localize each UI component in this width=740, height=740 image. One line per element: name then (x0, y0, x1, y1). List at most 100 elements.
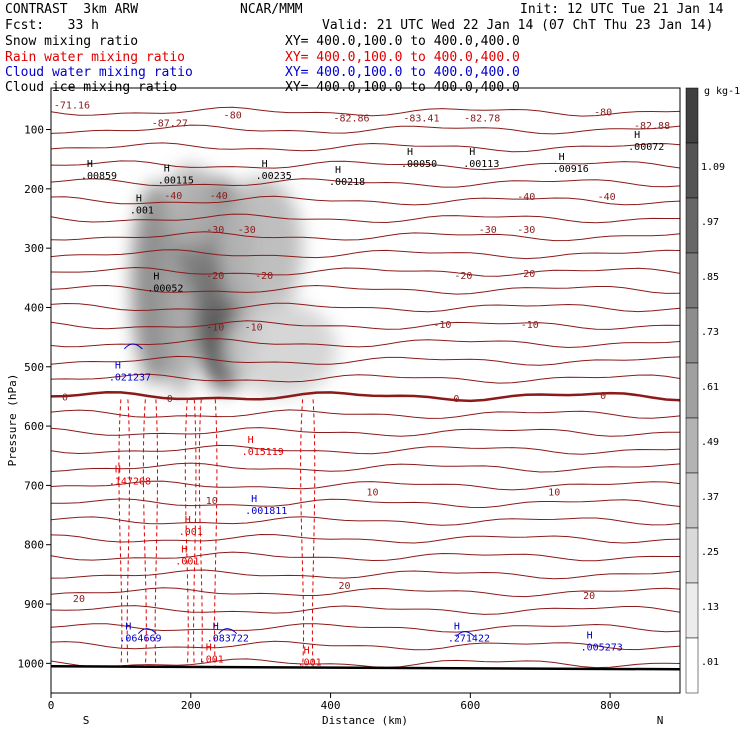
rain-contour-2 (184, 399, 197, 667)
colorbar-swatch (685, 527, 699, 584)
temperature-contour-22 (51, 498, 680, 509)
max-value-label: .021237 (109, 373, 151, 384)
field-cloudwater-xy: XY= 400.0,100.0 to 400.0,400.0 (285, 65, 520, 80)
max-value-label: .001 (130, 205, 154, 216)
y-tick-label: 500 (24, 361, 44, 374)
snow-cell-5 (162, 165, 219, 249)
temperature-contour-28 (51, 605, 680, 615)
forecast-hour: Fcst: 33 h (5, 18, 99, 33)
temp-contour-label: -80 (224, 111, 242, 122)
colorbar-label: .85 (701, 272, 719, 283)
colorbar-label: .61 (701, 382, 719, 393)
temperature-contour-14 (51, 355, 680, 366)
temp-contour-label: 10 (206, 496, 218, 507)
rain-contour-0 (118, 399, 131, 667)
rain-contour-3 (198, 399, 218, 667)
max-marker-h: H (407, 147, 413, 158)
max-value-label: .001811 (245, 506, 287, 517)
max-value-label: .00916 (553, 164, 589, 175)
init-time: Init: 12 UTC Tue 21 Jan 14 (520, 2, 724, 17)
max-marker-h: H (248, 435, 254, 446)
max-value-label: .015119 (242, 447, 284, 458)
temp-contour-label: -10 (433, 320, 451, 331)
temperature-contour-8 (51, 249, 680, 260)
max-marker-h: H (136, 193, 142, 204)
colorbar-swatch (685, 307, 699, 364)
colorbar-label: .49 (701, 437, 719, 448)
temp-contour-label: -82.88 (634, 121, 670, 132)
cloudwater-contour-3 (137, 628, 157, 635)
y-axis-title: Pressure (hPa) (6, 374, 19, 467)
temp-contour-label: 20 (583, 591, 595, 602)
temp-contour-label: -20 (517, 269, 535, 280)
temperature-contour-10 (51, 284, 680, 295)
y-tick-label: 400 (24, 301, 44, 314)
max-marker-h: H (454, 622, 460, 633)
plot-frame (50, 87, 681, 694)
y-tick-label: 300 (24, 242, 44, 255)
temp-contour-label: -71.16 (54, 101, 90, 112)
colorbar-swatch (685, 417, 699, 474)
max-value-label: .001 (179, 527, 203, 538)
temp-contour-label: -10 (245, 322, 263, 333)
colorbar-swatch (685, 472, 699, 529)
max-value-label: .00113 (463, 159, 499, 170)
colorbar-label: .97 (701, 217, 719, 228)
temp-contour-label: -10 (521, 320, 539, 331)
temperature-contour-13 (51, 338, 680, 349)
temperature-contour-27 (51, 587, 680, 598)
temp-contour-label: -10 (206, 322, 224, 333)
temp-contour-label: -40 (164, 191, 182, 202)
max-value-label: .064669 (119, 634, 161, 645)
temp-contour-label: 0 (62, 392, 68, 403)
temperature-contour-1 (51, 124, 680, 135)
temperature-contour-4 (51, 178, 680, 188)
max-marker-h: H (335, 165, 341, 176)
colorbar-swatch (685, 252, 699, 309)
max-value-label: .001 (175, 557, 199, 568)
temperature-contour-7 (51, 231, 680, 242)
colorbar-swatch (685, 87, 699, 144)
x-axis-title: Distance (km) (322, 714, 408, 727)
y-tick-label: 900 (24, 598, 44, 611)
temperature-contour-25 (51, 551, 680, 562)
temperature-contour-5 (51, 195, 680, 206)
max-value-label: .147208 (109, 476, 151, 487)
rain-contour-1 (142, 399, 159, 667)
y-tick-label: 1000 (18, 657, 45, 670)
temp-contour-label: -83.41 (403, 114, 439, 125)
colorbar-label: .25 (701, 547, 719, 558)
colorbar-swatch (685, 142, 699, 199)
surface-line (51, 665, 680, 671)
y-tick-label: 100 (24, 124, 44, 137)
max-marker-h: H (206, 642, 212, 653)
temperature-contour-9 (51, 266, 680, 277)
max-marker-h: H (304, 645, 310, 656)
colorbar-label: .37 (701, 492, 719, 503)
temperature-contour-17 (51, 409, 680, 419)
colorbar-swatch (685, 637, 699, 694)
max-value-label: .001 (298, 657, 322, 668)
max-marker-h: H (262, 159, 268, 170)
x-tick-label: 0 (48, 699, 55, 712)
temperature-contour-30 (51, 640, 680, 651)
x-tick-label: 600 (460, 699, 480, 712)
max-marker-h: H (469, 147, 475, 158)
max-value-label: .083722 (207, 634, 249, 645)
max-marker-h: H (153, 272, 159, 283)
temp-contour-label: -40 (517, 192, 535, 203)
y-tick-label: 200 (24, 183, 44, 196)
rain-contour-4 (300, 399, 316, 667)
temperature-contour-15 (51, 373, 680, 384)
temperature-contour-26 (51, 569, 680, 580)
cloudwater-contour-0 (123, 343, 143, 350)
field-snow-name: Snow mixing ratio (5, 34, 139, 49)
snow-cell-6 (225, 301, 338, 397)
max-value-label: .00115 (158, 176, 194, 187)
x-tick-label: 400 (321, 699, 341, 712)
temperature-contour-19 (51, 444, 680, 455)
max-value-label: .00072 (628, 142, 664, 153)
temperature-contour-0 (51, 106, 680, 117)
colorbar-label: .13 (701, 602, 719, 613)
temperature-contour-20 (51, 462, 680, 473)
